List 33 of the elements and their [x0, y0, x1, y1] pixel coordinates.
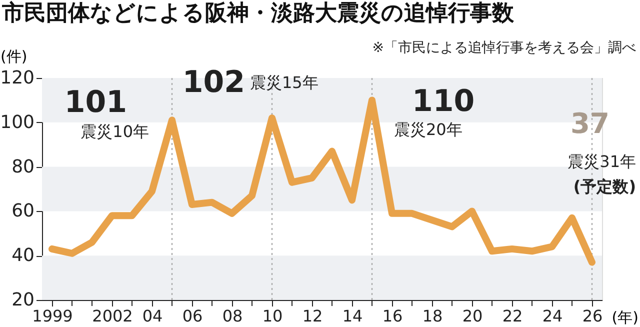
- x-tick-label: 04: [142, 306, 163, 326]
- x-tick-label: 16: [382, 306, 403, 326]
- x-tick-label: 06: [182, 306, 203, 326]
- y-axis-title: (件): [0, 48, 28, 66]
- y-tick-label: 120: [0, 68, 34, 88]
- x-tick-label: 08: [222, 306, 243, 326]
- annotation: 震災15年: [250, 72, 318, 92]
- x-tick-label: 1999: [32, 306, 73, 326]
- annotation: 102: [182, 64, 245, 100]
- y-tick-label: 20: [12, 290, 34, 310]
- x-tick-label: 22: [502, 306, 523, 326]
- x-axis-title: (年): [612, 308, 638, 326]
- x-tick-label: 24: [542, 306, 563, 326]
- x-tick-label: 18: [422, 306, 443, 326]
- annotation: (予定数): [573, 177, 636, 196]
- annotation: 110: [412, 84, 475, 120]
- y-tick-label: 40: [12, 245, 34, 266]
- chart-title: 市民団体などによる阪神・淡路大震災の追悼行事数: [1, 0, 515, 26]
- y-tick-label: 100: [0, 112, 34, 133]
- x-tick-label: 12: [302, 306, 323, 326]
- x-tick-label: 20: [462, 306, 483, 326]
- x-tick-label: 2002: [92, 306, 133, 326]
- x-tick-label: 14: [342, 306, 363, 326]
- annotation: 震災10年: [80, 122, 149, 142]
- annotation: 震災20年: [394, 120, 462, 140]
- x-tick-label: 26: [582, 306, 603, 326]
- annotation: 37: [570, 107, 610, 140]
- text: ※「市民による追悼行事を考える会」調べ: [372, 40, 636, 56]
- annotation: 震災31年: [568, 152, 636, 171]
- x-tick-label: 10: [262, 306, 283, 326]
- y-tick-label: 60: [12, 200, 34, 222]
- annotation: 101: [64, 85, 127, 120]
- y-tick-label: 80: [12, 156, 34, 178]
